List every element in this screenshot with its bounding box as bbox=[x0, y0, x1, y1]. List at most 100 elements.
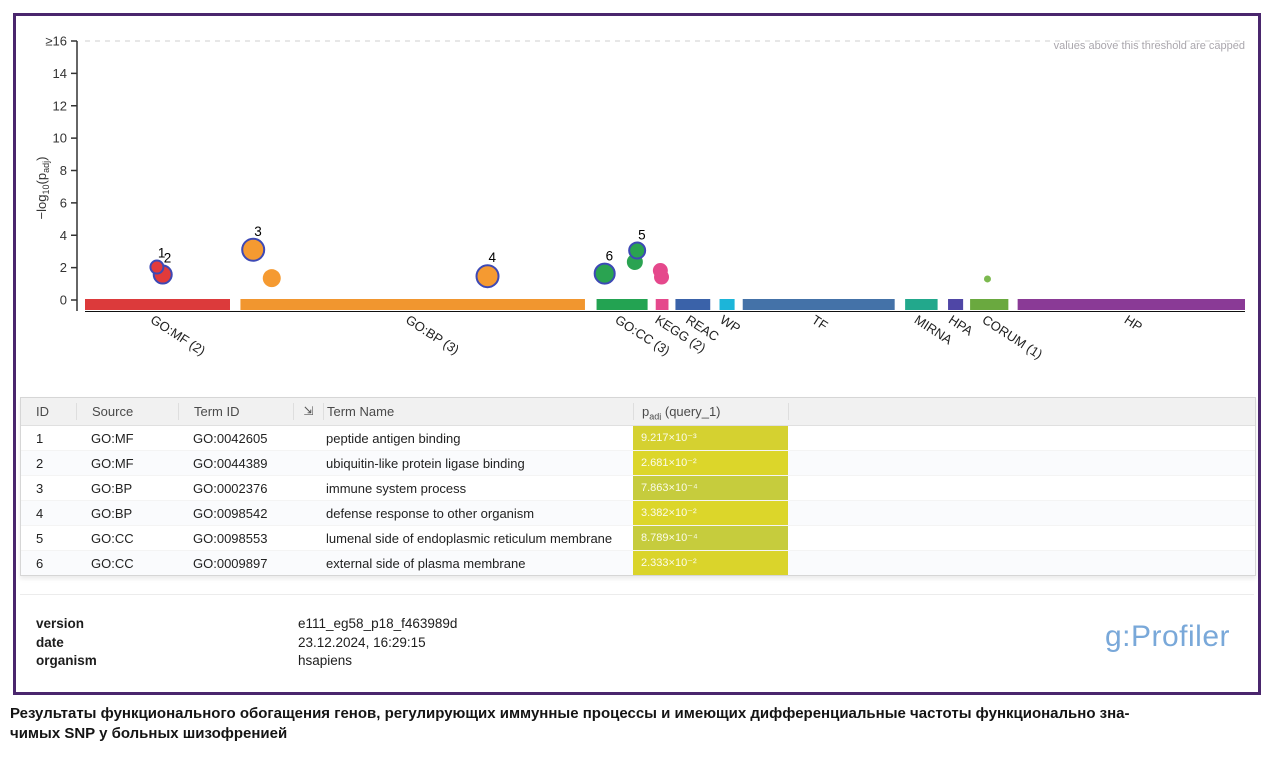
plot-point[interactable] bbox=[593, 262, 616, 285]
cell-id: 3 bbox=[36, 480, 44, 496]
source-bar bbox=[970, 299, 1009, 310]
cell-padj: 7.863×10⁻⁴ bbox=[633, 476, 788, 500]
cell-padj: 3.382×10⁻² bbox=[633, 501, 788, 525]
footer-fields: version e111_eg58_p18_f463989d date 23.1… bbox=[36, 615, 457, 671]
source-label: CORUM (1) bbox=[980, 312, 1046, 362]
cell-source: GO:BP bbox=[91, 480, 133, 496]
results-table: ID Source Term ID ⇲ Term Name padj (quer… bbox=[20, 397, 1256, 576]
y-tick-label: ≥16 bbox=[45, 34, 67, 49]
source-label: GO:BP (3) bbox=[403, 312, 462, 358]
source-bar bbox=[596, 299, 648, 310]
y-tick-label: 2 bbox=[60, 260, 67, 275]
source-bar bbox=[948, 299, 964, 310]
cell-padj: 9.217×10⁻³ bbox=[633, 426, 788, 450]
source-bar bbox=[675, 299, 711, 310]
cell-source: GO:MF bbox=[91, 455, 134, 471]
cell-term-id: GO:0009897 bbox=[193, 555, 268, 571]
term-details-icon[interactable]: ⇲ bbox=[293, 403, 323, 420]
y-tick-label: 8 bbox=[60, 163, 67, 178]
source-label: MIRNA bbox=[912, 312, 956, 348]
table-row: 3 GO:BP GO:0002376 immune system process 7.8… bbox=[21, 475, 1255, 500]
version-label: version bbox=[36, 616, 85, 631]
cell-padj: 8.789×10⁻⁴ bbox=[633, 526, 788, 550]
column-header-term-name[interactable]: Term Name bbox=[323, 403, 633, 420]
point-number-label: 4 bbox=[489, 250, 497, 265]
column-header-padj[interactable]: padj (query_1) bbox=[633, 403, 788, 420]
table-row: 2 GO:MF GO:0044389 ubiquitin-like protein l… bbox=[21, 450, 1255, 475]
gprofiler-logo: g:Profiler bbox=[1104, 620, 1230, 653]
table-row: 1 GO:MF GO:0042605 peptide antigen binding 9… bbox=[21, 426, 1255, 450]
source-bar bbox=[1017, 299, 1245, 310]
source-bar bbox=[655, 299, 669, 310]
table-row: 4 GO:BP GO:0098542 defense response to othe… bbox=[21, 500, 1255, 525]
cell-term-id: GO:0044389 bbox=[193, 455, 268, 471]
y-tick-label: 0 bbox=[60, 293, 67, 308]
plot-point[interactable] bbox=[149, 259, 165, 275]
plot-point[interactable] bbox=[628, 241, 647, 260]
caption-line-2: чимых SNP у больных шизофренией bbox=[10, 725, 288, 742]
cell-id: 1 bbox=[36, 430, 44, 446]
column-header-term-id[interactable]: Term ID bbox=[178, 403, 293, 420]
source-label: GO:MF (2) bbox=[148, 312, 208, 358]
plot-point[interactable] bbox=[654, 269, 670, 285]
y-tick-label: 10 bbox=[53, 131, 67, 146]
cell-source: GO:CC bbox=[91, 530, 134, 546]
cell-id: 2 bbox=[36, 455, 44, 471]
source-label: TF bbox=[809, 312, 831, 333]
cell-term-name: peptide antigen binding bbox=[326, 430, 461, 446]
organism-label: organism bbox=[36, 653, 97, 668]
column-header-id[interactable]: ID bbox=[36, 404, 49, 419]
cell-source: GO:MF bbox=[91, 430, 134, 446]
y-tick-label: 14 bbox=[53, 66, 67, 81]
source-label: HP bbox=[1122, 312, 1145, 334]
cell-padj: 2.681×10⁻² bbox=[633, 451, 788, 475]
threshold-note: values above this threshold are capped bbox=[1053, 40, 1245, 52]
footer-divider bbox=[20, 594, 1254, 595]
point-number-label: 1 bbox=[158, 246, 166, 261]
table-header-row: ID Source Term ID ⇲ Term Name padj (quer… bbox=[21, 398, 1255, 426]
point-number-label: 2 bbox=[164, 251, 172, 266]
cell-term-id: GO:0098553 bbox=[193, 530, 268, 546]
point-number-label: 6 bbox=[606, 249, 614, 264]
point-number-label: 5 bbox=[638, 228, 646, 243]
cell-source: GO:BP bbox=[91, 505, 133, 521]
date-value: 23.12.2024, 16:29:15 bbox=[298, 634, 426, 650]
source-label: WP bbox=[717, 312, 743, 336]
figure-frame: 0 2 4 6 8 10 12 14 ≥16 −log10(padj) GO:MF (2) GO:BP… bbox=[13, 13, 1261, 695]
cell-term-name: ubiquitin-like protein ligase binding bbox=[326, 455, 525, 471]
y-tick-label: 12 bbox=[53, 98, 67, 113]
point-number-label: 3 bbox=[254, 224, 262, 239]
table-row: 5 GO:CC GO:0098553 lumenal side of endoplas… bbox=[21, 525, 1255, 550]
column-header-filler bbox=[788, 403, 1255, 420]
cell-padj: 2.333×10⁻² bbox=[633, 551, 788, 575]
plot-point[interactable] bbox=[983, 275, 991, 283]
cell-term-id: GO:0002376 bbox=[193, 480, 268, 496]
cell-term-name: lumenal side of endoplasmic reticulum me… bbox=[326, 530, 613, 546]
source-bar bbox=[85, 299, 230, 310]
column-header-source[interactable]: Source bbox=[76, 403, 178, 420]
cell-term-id: GO:0098542 bbox=[193, 505, 268, 521]
source-bar bbox=[240, 299, 585, 310]
source-bar bbox=[905, 299, 938, 310]
plot-point[interactable] bbox=[475, 264, 500, 289]
version-value: e111_eg58_p18_f463989d bbox=[298, 616, 458, 631]
y-tick-label: 6 bbox=[60, 195, 67, 210]
cell-id: 6 bbox=[36, 555, 44, 571]
y-tick-label: 4 bbox=[60, 228, 67, 243]
organism-value: hsapiens bbox=[298, 653, 353, 668]
plot-point[interactable] bbox=[241, 237, 266, 262]
caption-line-1: Результаты функционального обогащения ге… bbox=[10, 705, 1130, 722]
cell-id: 5 bbox=[36, 530, 44, 546]
cell-term-id: GO:0042605 bbox=[193, 430, 268, 446]
table-row: 6 GO:CC GO:0009897 external side of plasma … bbox=[21, 550, 1255, 575]
y-axis-label: −log10(padj) bbox=[34, 157, 51, 220]
source-bar bbox=[719, 299, 735, 310]
plot-point[interactable] bbox=[262, 269, 281, 288]
cell-id: 4 bbox=[36, 505, 44, 521]
table-body: 1 GO:MF GO:0042605 peptide antigen binding 9… bbox=[21, 426, 1255, 575]
cell-term-name: external side of plasma membrane bbox=[326, 555, 526, 571]
cell-term-name: defense response to other organism bbox=[326, 505, 535, 521]
cell-source: GO:CC bbox=[91, 555, 134, 571]
